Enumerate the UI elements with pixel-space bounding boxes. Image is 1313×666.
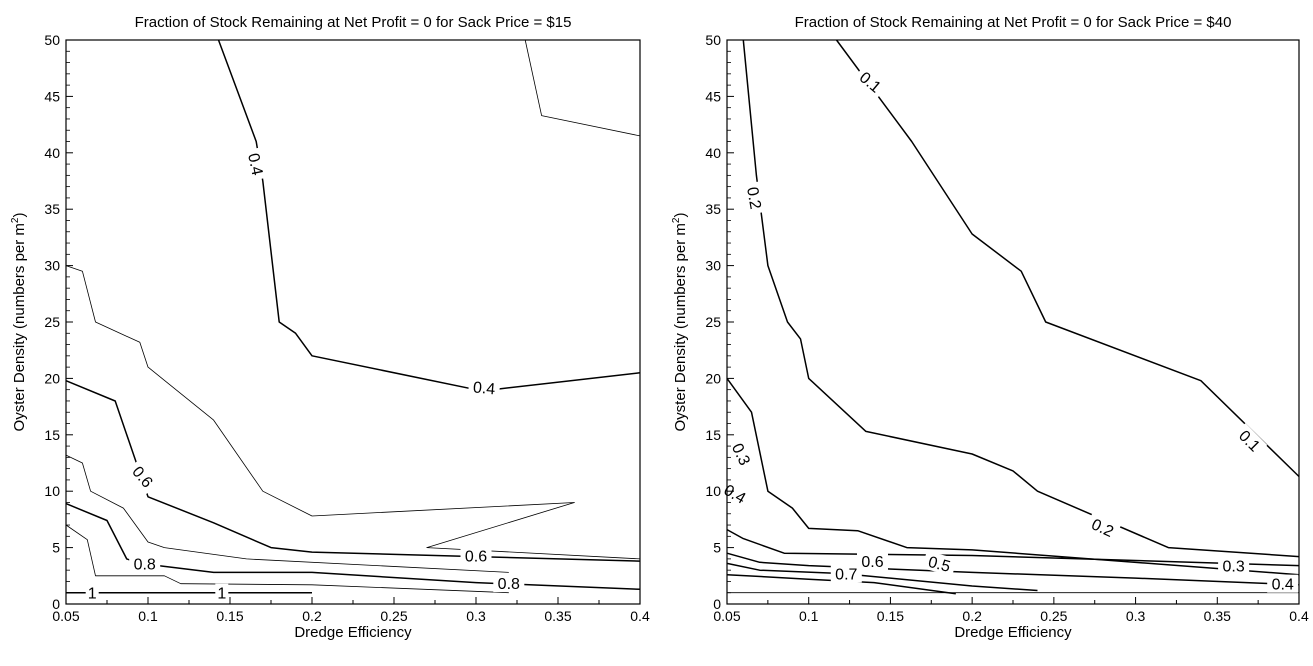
x-tick-label: 0.35 [1204, 608, 1231, 624]
contour-label: 0.8 [129, 554, 161, 573]
contour-label: 0.4 [244, 147, 269, 182]
contour-label-text: 0.4 [472, 379, 496, 398]
contour-label-text: 0.3 [1222, 559, 1244, 576]
contour-label: 1 [85, 583, 99, 603]
contour-label-text: 0.4 [244, 152, 265, 177]
contour-label-text: 0.8 [134, 556, 156, 573]
x-tick-label: 0.05 [52, 608, 79, 624]
x-tick-label: 0.2 [962, 608, 982, 624]
y-tick-label: 50 [44, 32, 60, 48]
contour-label: 0.4 [467, 377, 501, 398]
contour-line-unlabeled [524, 39, 641, 137]
contour-label-text: 1 [217, 586, 226, 603]
y-tick-label: 10 [705, 483, 721, 499]
contour-label: 0.6 [460, 546, 492, 566]
contour-line-0-8 [65, 502, 641, 591]
x-tick-label: 0.15 [216, 608, 243, 624]
y-tick-label: 15 [705, 427, 721, 443]
contour-label-text: 0.4 [1272, 577, 1294, 594]
contour-label: 0.3 [1218, 556, 1250, 576]
contour-line-unlabeled [65, 265, 641, 560]
contour-line-0-1 [835, 39, 1300, 478]
y-tick-label: 25 [44, 314, 60, 330]
contour-line-0-5 [726, 552, 1300, 586]
contour-label-text: 1 [88, 586, 97, 603]
x-tick-label: 0.15 [877, 608, 904, 624]
y-tick-label: 40 [44, 145, 60, 161]
contour-label-text: 0.7 [835, 567, 857, 584]
y-tick-label: 0 [52, 596, 60, 612]
x-tick-label: 0.2 [302, 608, 322, 624]
y-tick-label: 45 [44, 88, 60, 104]
contour-line-0-4 [726, 528, 1300, 567]
x-tick-label: 0.4 [630, 608, 650, 624]
y-tick-label: 5 [52, 540, 60, 556]
chart-title: Fraction of Stock Remaining at Net Profi… [135, 14, 572, 31]
y-axis-label: Oyster Density (numbers per m2) [10, 213, 28, 432]
x-tick-label: 0.4 [1289, 608, 1309, 624]
x-tick-label: 0.1 [799, 608, 819, 624]
contour-label: 0.2 [1085, 512, 1121, 543]
y-tick-label: 35 [44, 201, 60, 217]
contour-label: 0.1 [1232, 423, 1268, 458]
y-tick-label: 45 [705, 88, 721, 104]
y-tick-label: 35 [705, 201, 721, 217]
chart-title: Fraction of Stock Remaining at Net Profi… [795, 14, 1232, 31]
x-tick-label: 0.3 [466, 608, 486, 624]
y-tick-label: 5 [713, 540, 721, 556]
x-tick-label: 0.25 [380, 608, 407, 624]
y-tick-label: 50 [705, 32, 721, 48]
y-tick-label: 30 [44, 258, 60, 274]
x-tick-label: 0.25 [1040, 608, 1067, 624]
y-tick-label: 0 [713, 596, 721, 612]
contour-label: 0.4 [717, 477, 754, 510]
x-tick-label: 0.05 [713, 608, 740, 624]
contour-line-0-3 [726, 377, 1300, 576]
contour-label: 0.4 [1267, 574, 1299, 594]
y-tick-label: 20 [44, 370, 60, 386]
contour-label: 0.6 [126, 458, 160, 495]
contour-label-text: 0.2 [743, 186, 764, 211]
contour-label: 0.6 [857, 552, 888, 571]
contour-label-text: 0.6 [465, 549, 487, 566]
contour-label: 0.8 [493, 574, 525, 593]
contour-line-0-4 [217, 39, 641, 391]
contour-label-text: 0.8 [498, 576, 520, 593]
y-tick-label: 40 [705, 145, 721, 161]
y-tick-label: 20 [705, 370, 721, 386]
y-tick-label: 10 [44, 483, 60, 499]
x-tick-label: 0.1 [138, 608, 158, 624]
panel-2: Fraction of Stock Remaining at Net Profi… [671, 14, 1309, 641]
contour-label-text: 0.5 [926, 554, 952, 576]
y-tick-label: 25 [705, 314, 721, 330]
plot-frame [726, 39, 1300, 605]
contour-label-text: 0.6 [861, 554, 883, 571]
y-tick-label: 15 [44, 427, 60, 443]
x-tick-label: 0.35 [544, 608, 571, 624]
contour-line-0-6 [65, 380, 641, 562]
y-axis-label: Oyster Density (numbers per m2) [671, 213, 689, 432]
plot-frame [65, 39, 641, 605]
contour-label: 0.7 [830, 564, 862, 584]
contour-line-unlabeled [65, 524, 509, 594]
contour-label: 1 [215, 583, 229, 603]
x-axis-label: Dredge Efficiency [294, 624, 412, 641]
contour-line-0-2 [742, 39, 1300, 558]
contour-label: 0.5 [922, 550, 957, 577]
contour-line-unlabeled [65, 454, 509, 573]
x-axis-label: Dredge Efficiency [954, 624, 1072, 641]
x-tick-label: 0.3 [1126, 608, 1146, 624]
y-tick-label: 30 [705, 258, 721, 274]
contour-label: 0.3 [726, 436, 757, 472]
panel-1: Fraction of Stock Remaining at Net Profi… [10, 14, 650, 641]
contour-label: 0.2 [743, 181, 767, 215]
